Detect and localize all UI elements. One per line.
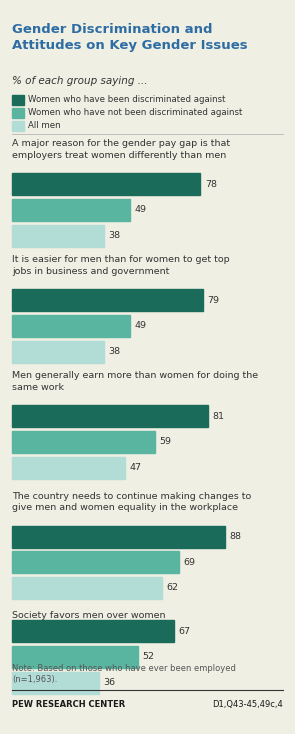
- Bar: [12, 646, 137, 668]
- Text: Gender Discrimination and
Attitudes on Key Gender Issues: Gender Discrimination and Attitudes on K…: [12, 23, 248, 53]
- Text: 49: 49: [135, 321, 147, 330]
- Bar: [12, 551, 179, 573]
- Text: Women who have been discriminated against: Women who have been discriminated agains…: [28, 95, 225, 103]
- Bar: [12, 315, 130, 337]
- Text: 38: 38: [108, 231, 120, 240]
- Text: It is easier for men than for women to get top
jobs in business and government: It is easier for men than for women to g…: [12, 255, 230, 275]
- Text: D1,Q43-45,49c,4: D1,Q43-45,49c,4: [212, 700, 283, 708]
- Text: 52: 52: [142, 653, 154, 661]
- Bar: [12, 199, 130, 221]
- Bar: [12, 225, 104, 247]
- Text: 36: 36: [103, 678, 115, 687]
- Bar: [12, 672, 99, 694]
- Bar: [12, 405, 208, 427]
- Text: A major reason for the gender pay gap is that
employers treat women differently : A major reason for the gender pay gap is…: [12, 139, 230, 159]
- Text: 47: 47: [130, 463, 142, 472]
- Text: 62: 62: [166, 584, 178, 592]
- Text: 38: 38: [108, 347, 120, 356]
- Bar: [12, 577, 162, 599]
- Text: 88: 88: [229, 532, 241, 541]
- Text: 81: 81: [212, 412, 224, 421]
- Text: % of each group saying ...: % of each group saying ...: [12, 76, 147, 87]
- Text: 69: 69: [183, 558, 195, 567]
- Text: 79: 79: [207, 296, 219, 305]
- Text: Note: Based on those who have ever been employed
(n=1,963).: Note: Based on those who have ever been …: [12, 664, 236, 683]
- Text: 49: 49: [135, 206, 147, 214]
- Text: All men: All men: [28, 121, 61, 130]
- Bar: [12, 173, 201, 195]
- Bar: [12, 431, 155, 453]
- Bar: [12, 341, 104, 363]
- Text: 78: 78: [205, 180, 217, 189]
- Text: The country needs to continue making changes to
give men and women equality in t: The country needs to continue making cha…: [12, 492, 251, 512]
- Bar: [12, 526, 225, 548]
- Text: Society favors men over women: Society favors men over women: [12, 611, 165, 619]
- Text: 67: 67: [178, 627, 190, 636]
- Bar: [12, 108, 24, 118]
- Text: PEW RESEARCH CENTER: PEW RESEARCH CENTER: [12, 700, 125, 708]
- Bar: [12, 457, 125, 479]
- Bar: [12, 121, 24, 131]
- Text: Men generally earn more than women for doing the
same work: Men generally earn more than women for d…: [12, 371, 258, 391]
- Text: Women who have not been discriminated against: Women who have not been discriminated ag…: [28, 108, 242, 117]
- Bar: [12, 620, 174, 642]
- Text: 59: 59: [159, 437, 171, 446]
- Bar: [12, 289, 203, 311]
- Bar: [12, 95, 24, 105]
